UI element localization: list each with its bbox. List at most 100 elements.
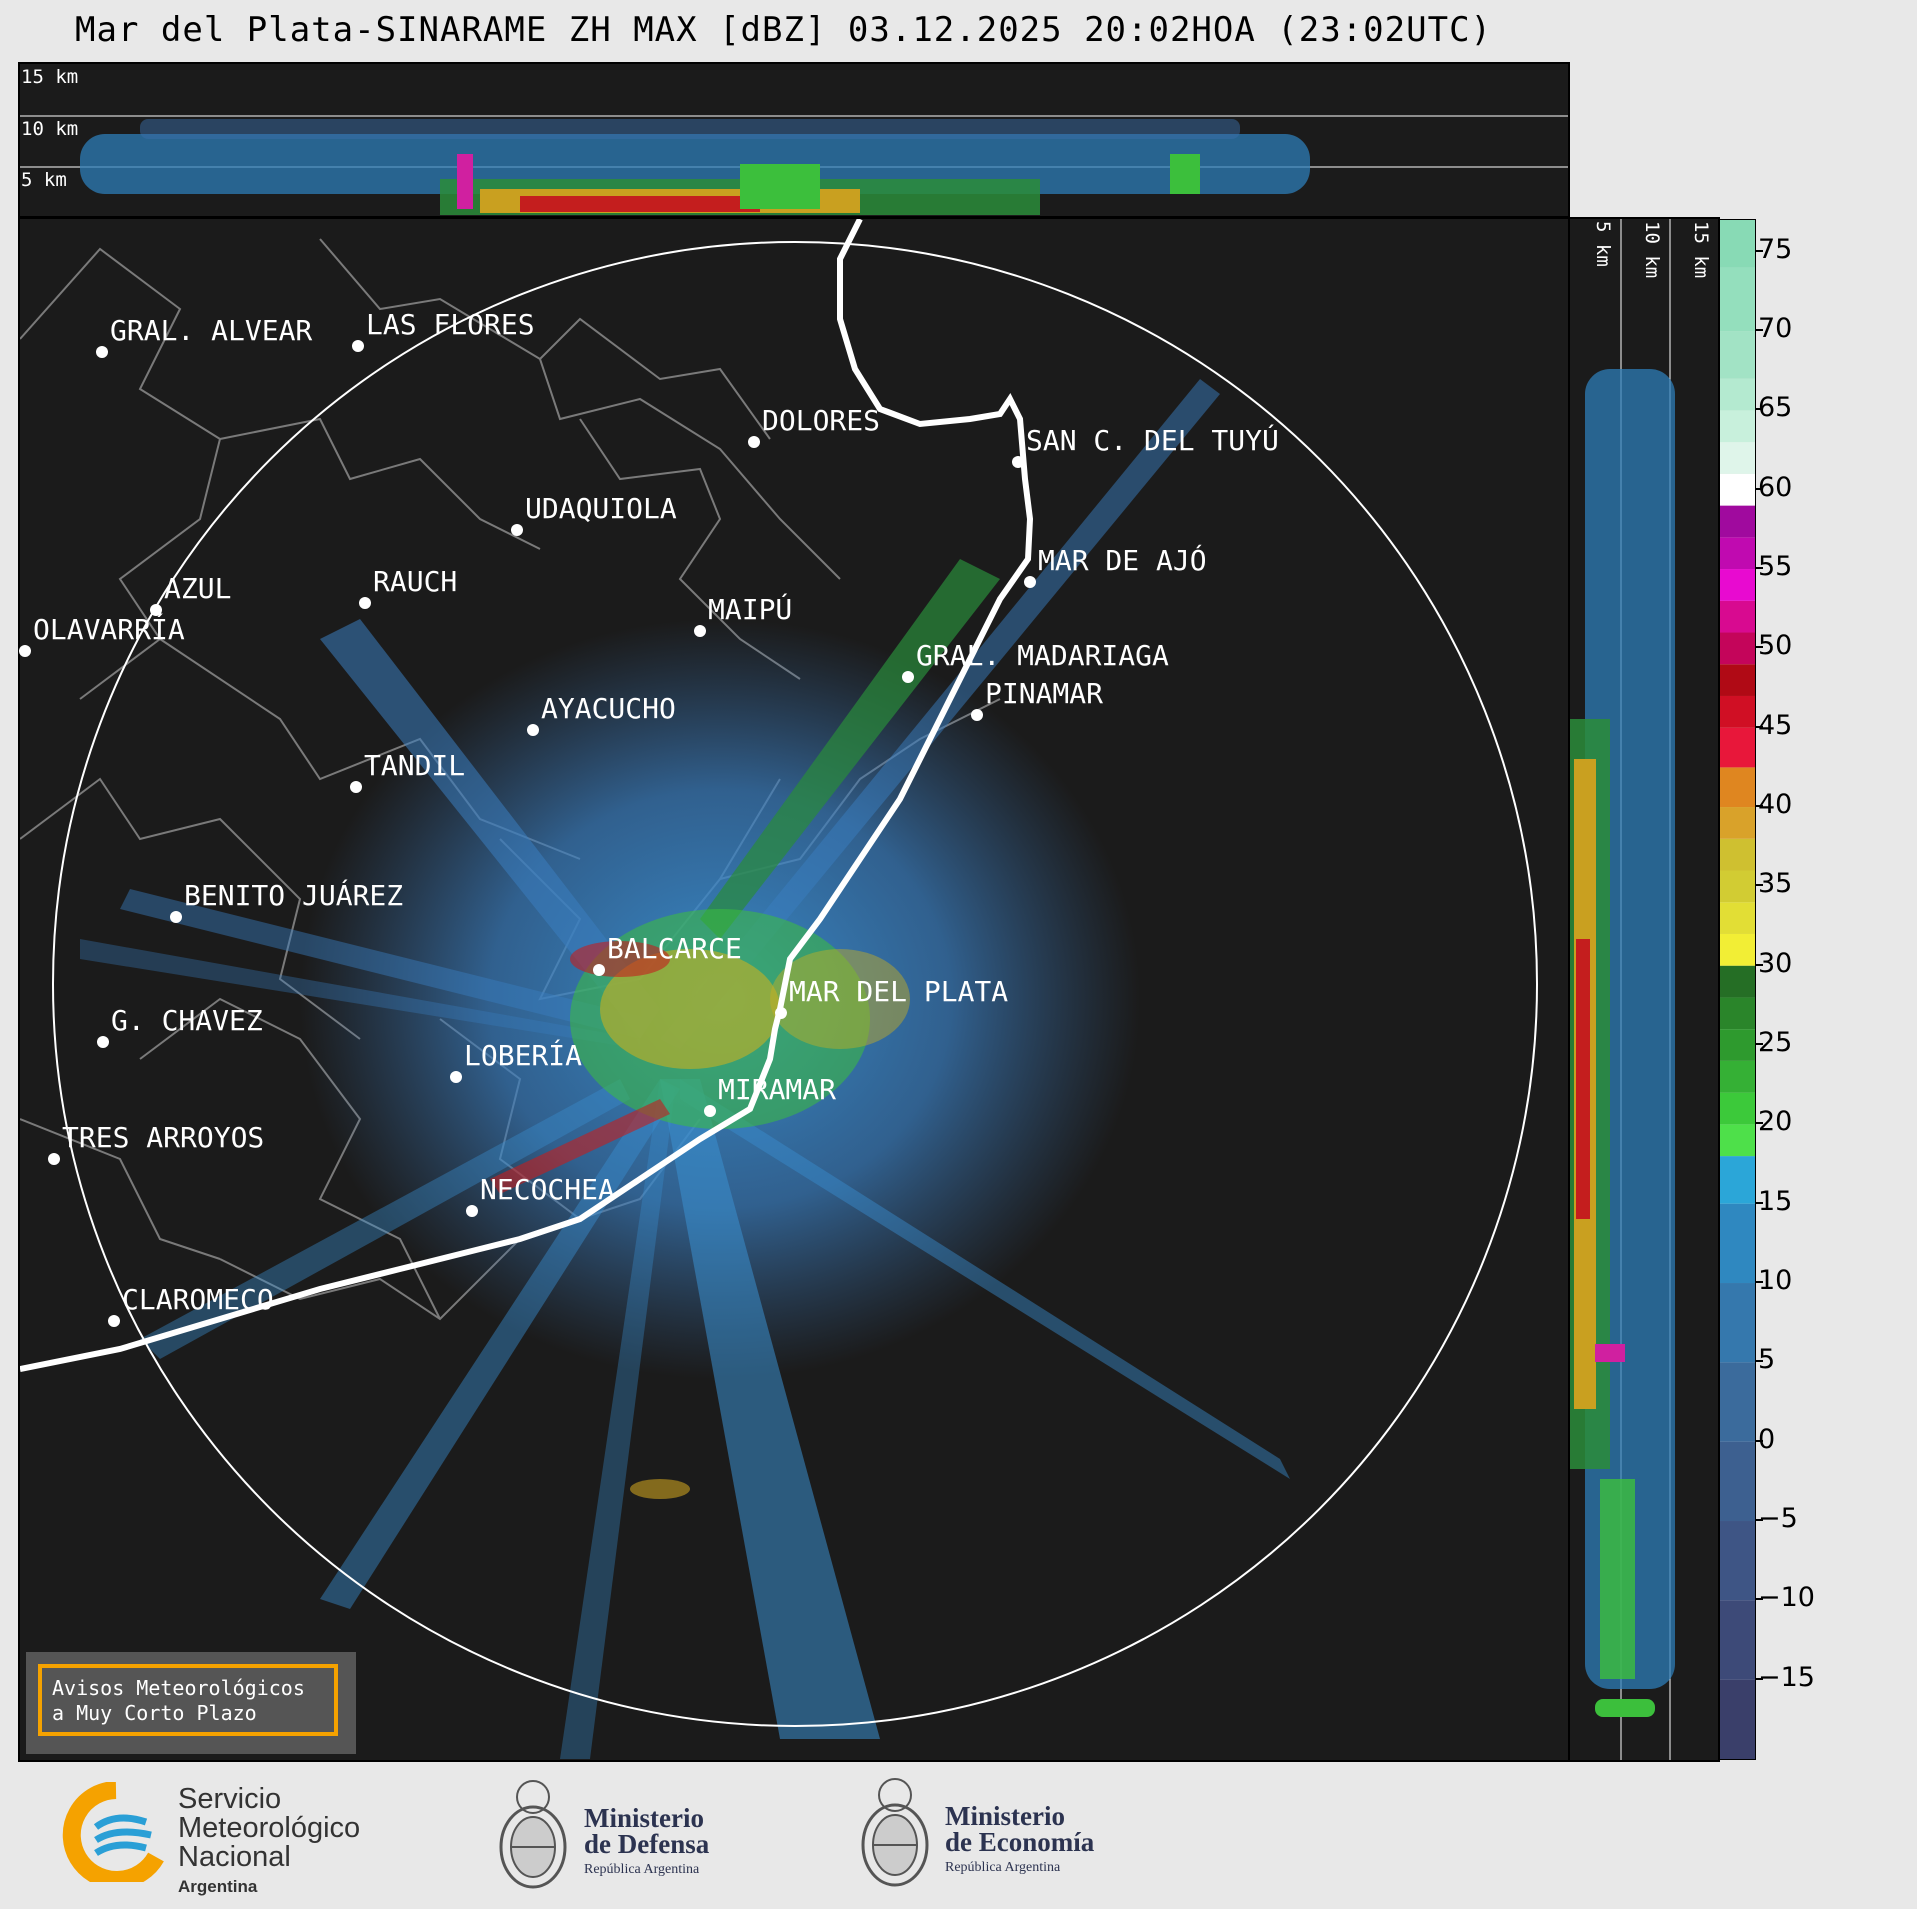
smn-logo-text: Servicio Meteorológico Nacional Argentin… bbox=[178, 1785, 360, 1901]
range-ring bbox=[52, 241, 1538, 1727]
economia-coat-of-arms-icon bbox=[861, 1778, 929, 1887]
colorbar-swatch bbox=[1720, 1092, 1755, 1125]
colorbar-swatch bbox=[1720, 1600, 1755, 1680]
warning-line-1: Avisos Meteorológicos bbox=[52, 1676, 305, 1700]
chart-title: Mar del Plata-SINARAME ZH MAX [dBZ] 03.1… bbox=[75, 10, 1493, 50]
colorbar-tick: 5 bbox=[1754, 1344, 1776, 1376]
colorbar-tick: 50 bbox=[1754, 630, 1793, 662]
colorbar-swatches bbox=[1720, 220, 1755, 1759]
city-label-maipu: MAIPÚ bbox=[708, 593, 793, 626]
city-marker-dot-tandil bbox=[350, 781, 362, 793]
city-marker-dot-claromeco bbox=[108, 1315, 120, 1327]
colorbar-swatch bbox=[1720, 473, 1755, 506]
city-marker-dot-maipu bbox=[694, 625, 706, 637]
colorbar-swatch bbox=[1720, 1156, 1755, 1204]
colorbar-tick: −5 bbox=[1755, 1503, 1798, 1534]
side-echo-profile bbox=[1570, 219, 1675, 1760]
warning-box-frame[interactable]: Avisos Meteorológicos a Muy Corto Plazo bbox=[38, 1664, 338, 1736]
warning-box[interactable]: Avisos Meteorológicos a Muy Corto Plazo bbox=[26, 1652, 356, 1754]
city-label-san-c-del-tuyu: SAN C. DEL TUYÚ bbox=[1026, 424, 1279, 457]
city-label-ayacucho: AYACUCHO bbox=[541, 692, 676, 725]
city-label-tres-arroyos: TRES ARROYOS bbox=[62, 1121, 265, 1154]
smn-line-1: Servicio bbox=[178, 1783, 282, 1815]
warning-line-2: a Muy Corto Plazo bbox=[52, 1701, 257, 1725]
defensa-line-1: Ministerio bbox=[584, 1803, 704, 1833]
top-echo-profile bbox=[20, 115, 1568, 215]
defensa-line-3: República Argentina bbox=[584, 1862, 700, 1877]
city-marker-dot-dolores bbox=[748, 436, 760, 448]
height-label-5km-side: 5 km bbox=[1592, 221, 1614, 267]
colorbar-swatch bbox=[1720, 600, 1755, 633]
coastline bbox=[20, 219, 1034, 1372]
city-label-olavarria: OLAVARRÍA bbox=[33, 613, 185, 646]
colorbar-swatch bbox=[1720, 331, 1755, 379]
city-marker-dot-pinamar bbox=[971, 709, 983, 721]
colorbar-swatch bbox=[1720, 1362, 1755, 1442]
colorbar-tick: 20 bbox=[1754, 1106, 1793, 1138]
radar-map-panel: GRAL. ALVEAR LAS FLORES DOLORES SAN C. D… bbox=[18, 217, 1570, 1762]
colorbar-tick: 45 bbox=[1754, 709, 1793, 741]
economia-logo-text: Ministerio de Economía República Argenti… bbox=[945, 1803, 1094, 1881]
colorbar-tick: −15 bbox=[1755, 1661, 1815, 1693]
city-label-mar-del-plata: MAR DEL PLATA bbox=[789, 975, 1009, 1008]
height-label-5km: 5 km bbox=[21, 169, 67, 191]
colorbar-swatch bbox=[1720, 1029, 1755, 1061]
colorbar-tick: 40 bbox=[1754, 789, 1793, 821]
colorbar-swatch bbox=[1720, 1679, 1755, 1759]
city-marker-dot-miramar bbox=[704, 1105, 716, 1117]
colorbar-tick: 70 bbox=[1754, 313, 1793, 345]
colorbar-swatch bbox=[1720, 1441, 1755, 1522]
colorbar-swatch bbox=[1720, 410, 1755, 443]
city-label-pinamar: PINAMAR bbox=[985, 677, 1104, 710]
city-marker-dot-g-chavez bbox=[97, 1036, 109, 1048]
radar-map bbox=[20, 219, 1538, 1759]
dbz-colorbar bbox=[1719, 219, 1756, 1760]
colorbar-swatch bbox=[1720, 220, 1755, 268]
colorbar-swatch bbox=[1720, 997, 1755, 1030]
colorbar-tick: 25 bbox=[1754, 1027, 1793, 1059]
city-label-gral-madariaga: GRAL. MADARIAGA bbox=[916, 639, 1169, 672]
colorbar-tick: 75 bbox=[1754, 233, 1793, 265]
city-marker-dot-las-flores bbox=[352, 340, 364, 352]
city-marker-dot-mar-de-ajo bbox=[1024, 576, 1036, 588]
colorbar-swatch bbox=[1720, 505, 1755, 538]
city-label-las-flores: LAS FLORES bbox=[366, 308, 535, 341]
colorbar-tick: 15 bbox=[1754, 1185, 1793, 1217]
city-label-benito-juarez: BENITO JUÁREZ bbox=[184, 879, 404, 912]
colorbar-swatch bbox=[1720, 569, 1755, 601]
city-marker-dot-loberia bbox=[450, 1071, 462, 1083]
colorbar-swatch bbox=[1720, 267, 1755, 332]
colorbar-swatch bbox=[1720, 767, 1755, 808]
colorbar-swatch bbox=[1720, 378, 1755, 411]
colorbar-swatch bbox=[1720, 664, 1755, 696]
smn-line-2: Meteorológico bbox=[178, 1812, 361, 1844]
city-marker-dot-mar-del-plata bbox=[775, 1007, 787, 1019]
colorbar-swatch bbox=[1720, 1283, 1755, 1363]
city-marker-dot-gral-madariaga bbox=[902, 671, 914, 683]
radar-echoes bbox=[80, 379, 1290, 1759]
city-label-gral-alvear: GRAL. ALVEAR bbox=[110, 314, 313, 347]
city-marker-dot-olavarria bbox=[19, 645, 31, 657]
smn-line-4: Argentina bbox=[178, 1877, 258, 1896]
colorbar-swatch bbox=[1720, 1521, 1755, 1601]
city-marker-dot-balcarce bbox=[593, 964, 605, 976]
colorbar-swatch bbox=[1720, 1060, 1755, 1093]
defensa-line-2: de Defensa bbox=[584, 1829, 710, 1859]
city-label-balcarce: BALCARCE bbox=[607, 932, 742, 965]
city-label-dolores: DOLORES bbox=[762, 404, 881, 437]
colorbar-tick: 60 bbox=[1754, 471, 1793, 503]
colorbar-tick: −10 bbox=[1755, 1582, 1815, 1614]
colorbar-swatch bbox=[1720, 870, 1755, 903]
colorbar-swatch bbox=[1720, 695, 1755, 728]
city-marker-dot-tres-arroyos bbox=[48, 1153, 60, 1165]
city-marker-dot-gral-alvear bbox=[96, 346, 108, 358]
colorbar-swatch bbox=[1720, 807, 1755, 839]
city-label-azul: AZUL bbox=[164, 572, 232, 605]
city-label-claromeco: CLAROMECO bbox=[122, 1283, 274, 1316]
city-label-udaquiola: UDAQUIOLA bbox=[525, 492, 677, 525]
economia-line-2: de Economía bbox=[945, 1827, 1095, 1857]
colorbar-tick: 0 bbox=[1754, 1423, 1776, 1455]
defensa-coat-of-arms-icon bbox=[499, 1780, 567, 1889]
city-label-g-chavez: G. CHAVEZ bbox=[111, 1004, 263, 1037]
colorbar-tick: 10 bbox=[1754, 1265, 1793, 1297]
